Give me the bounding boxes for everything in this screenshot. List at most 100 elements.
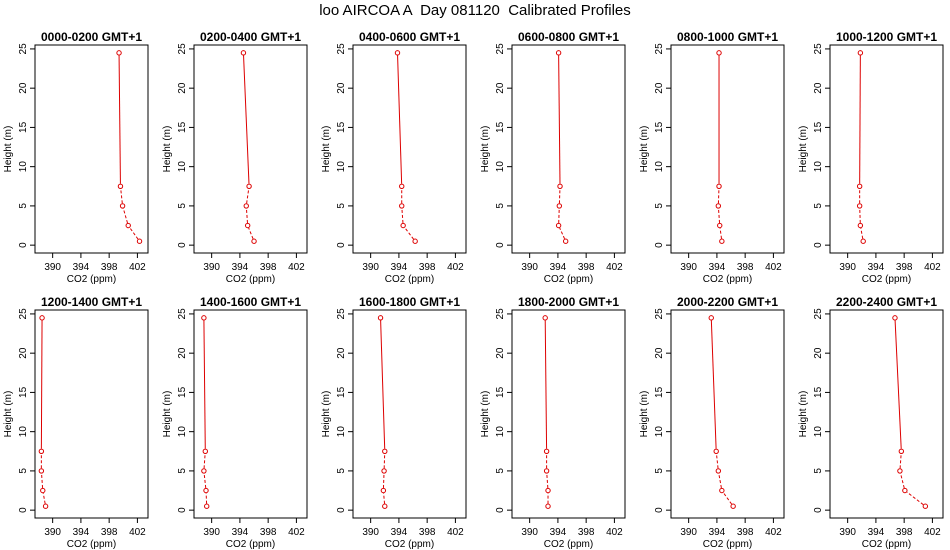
y-tick-label: 0 (336, 507, 347, 513)
profile-segment (122, 208, 128, 224)
plot-frame (670, 309, 785, 519)
y-tick-label: 0 (495, 507, 506, 513)
y-tick-label: 5 (18, 203, 29, 209)
profile-segment (718, 473, 722, 489)
y-tick-label: 10 (813, 161, 824, 173)
panel-title: 1600-1800 GMT+1 (359, 295, 460, 309)
profile-point (204, 503, 210, 509)
y-axis-label: Height (m) (798, 126, 809, 173)
y-tick-label: 0 (177, 507, 188, 513)
y-tick-label: 20 (654, 82, 665, 94)
profile-point (116, 50, 122, 56)
x-axis-label: CO2 (ppm) (544, 274, 593, 285)
y-tick-label: 5 (495, 468, 506, 474)
y-tick-label: 5 (813, 468, 824, 474)
x-tick-label: 402 (606, 262, 623, 273)
profile-segment (715, 453, 719, 469)
x-tick-label: 398 (737, 262, 754, 273)
x-tick-label: 402 (447, 527, 464, 538)
y-tick-label: 25 (177, 43, 188, 55)
x-axis-label: CO2 (ppm) (703, 274, 752, 285)
x-tick-label: 394 (709, 262, 726, 273)
profile-point (39, 315, 45, 321)
y-tick-label: 5 (495, 203, 506, 209)
panel-title: 0200-0400 GMT+1 (200, 30, 301, 44)
y-tick-label: 25 (495, 308, 506, 320)
y-tick-label: 15 (813, 386, 824, 398)
y-tick-label: 20 (495, 82, 506, 94)
profile-segment (243, 55, 250, 184)
profile-point (730, 503, 736, 509)
y-tick-label: 0 (495, 242, 506, 248)
profile-segment (859, 208, 861, 223)
profile-point (562, 238, 569, 244)
profile-point (556, 203, 563, 209)
profile-point (399, 203, 405, 209)
profile-point (412, 238, 418, 244)
x-tick-label: 394 (868, 527, 885, 538)
y-tick-label: 25 (813, 43, 824, 55)
x-tick-label: 398 (260, 262, 277, 273)
x-tick-label: 394 (391, 527, 408, 538)
y-tick-label: 20 (18, 347, 29, 359)
y-tick-label: 10 (813, 426, 824, 438)
x-tick-label: 402 (129, 527, 146, 538)
x-tick-label: 390 (44, 262, 61, 273)
profile-segment (40, 320, 43, 449)
profile-point (717, 222, 723, 229)
x-tick-label: 398 (419, 527, 436, 538)
y-tick-label: 10 (336, 161, 347, 173)
profile-segment (860, 227, 864, 239)
panel-title: 2200-2400 GMT+1 (836, 295, 937, 309)
x-axis-label: CO2 (ppm) (862, 539, 911, 550)
x-axis-label: CO2 (ppm) (226, 274, 275, 285)
x-tick-label: 394 (391, 262, 408, 273)
y-tick-label: 20 (813, 347, 824, 359)
y-tick-label: 0 (18, 242, 29, 248)
x-tick-label: 390 (839, 262, 856, 273)
profile-point (715, 468, 722, 474)
y-tick-label: 0 (813, 507, 824, 513)
y-axis-label: Height (m) (162, 391, 173, 438)
profile-segment (203, 453, 206, 469)
profile-segment (383, 493, 386, 504)
x-tick-label: 394 (73, 262, 90, 273)
profile-point (719, 487, 725, 494)
x-tick-label: 398 (419, 262, 436, 273)
y-axis-label: Height (m) (639, 391, 650, 438)
profile-point (545, 487, 551, 494)
x-tick-label: 402 (606, 527, 623, 538)
y-tick-label: 20 (177, 347, 188, 359)
y-tick-label: 25 (813, 308, 824, 320)
profile-point (898, 448, 905, 454)
y-tick-label: 25 (495, 43, 506, 55)
y-tick-label: 25 (336, 43, 347, 55)
profile-segment (710, 320, 717, 449)
panel-title: 0400-0600 GMT+1 (359, 30, 460, 44)
panel-title: 1800-2000 GMT+1 (518, 295, 619, 309)
profile-point (377, 315, 384, 321)
y-axis-label: Height (m) (639, 126, 650, 173)
y-tick-label: 20 (177, 82, 188, 94)
profile-segment (401, 208, 404, 223)
profile-point (246, 183, 252, 189)
profile-point (202, 448, 209, 454)
x-tick-label: 398 (578, 262, 595, 273)
profile-point (557, 183, 563, 189)
profile-segment (546, 473, 549, 488)
y-tick-label: 10 (495, 161, 506, 173)
y-axis-label: Height (m) (321, 126, 332, 173)
profile-segment (203, 320, 206, 449)
x-axis-label: CO2 (ppm) (544, 539, 593, 550)
profile-segment (544, 320, 548, 449)
plot-frame (193, 309, 308, 519)
profile-segment (859, 55, 861, 184)
profile-point (201, 468, 207, 474)
x-tick-label: 402 (447, 262, 464, 273)
y-tick-label: 20 (495, 347, 506, 359)
profile-point (719, 238, 725, 244)
profile-segment (382, 473, 385, 488)
panel-title: 0800-1000 GMT+1 (677, 30, 778, 44)
y-tick-label: 0 (336, 242, 347, 248)
y-tick-label: 10 (495, 426, 506, 438)
